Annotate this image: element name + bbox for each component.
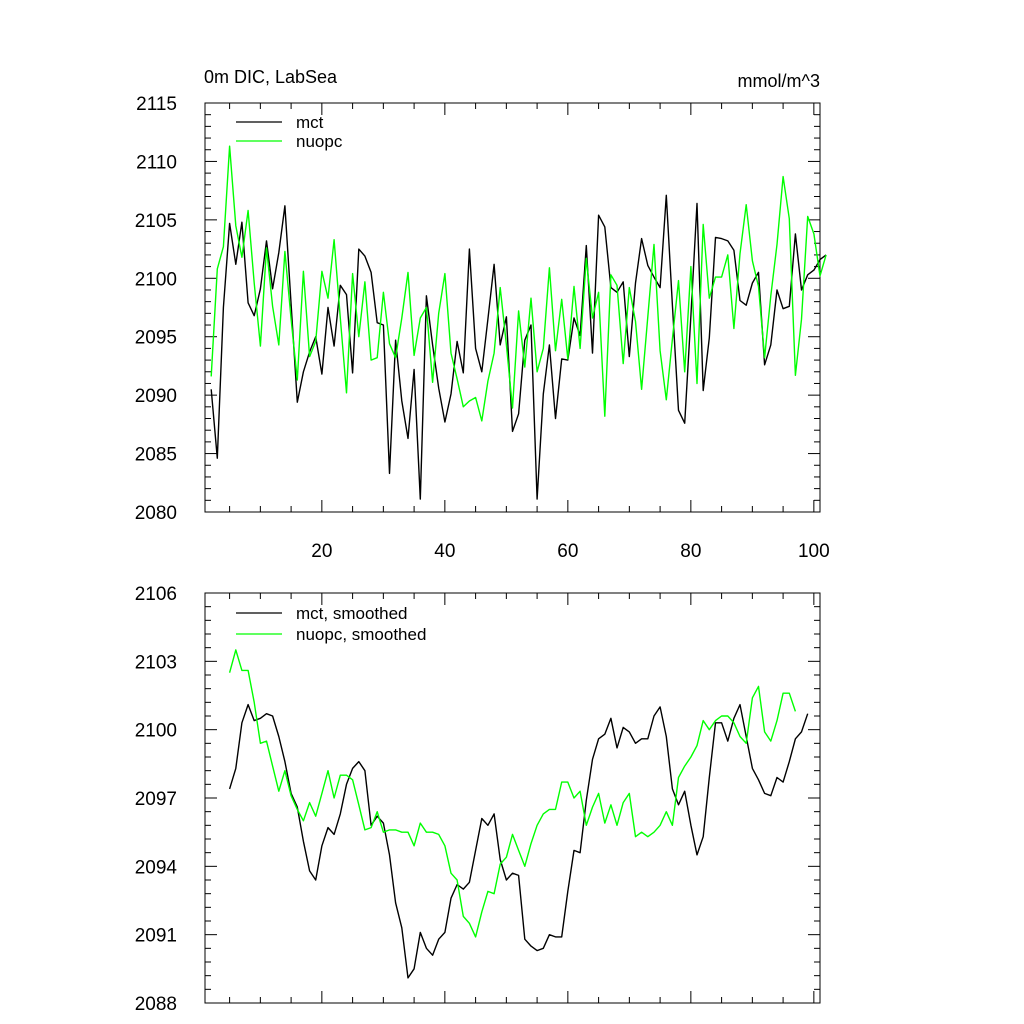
bottom-legend: mct, smoothed nuopc, smoothed bbox=[236, 604, 426, 644]
y-tick-label: 2100 bbox=[135, 269, 177, 290]
x-tick-label: 20 bbox=[311, 541, 332, 562]
y-tick-label: 2085 bbox=[135, 445, 177, 466]
y-tick-label: 2115 bbox=[136, 94, 177, 115]
legend-label-mct: mct bbox=[296, 113, 324, 132]
series-line-mct bbox=[210, 194, 827, 500]
series-line-nuopc-smoothed bbox=[228, 649, 797, 938]
x-tick-label: 80 bbox=[680, 541, 701, 562]
top-chart-title: 0m DIC, LabSea bbox=[204, 67, 338, 87]
top-chart-panel: 0m DIC, LabSea mmol/m^3 2080208520902095… bbox=[135, 67, 830, 562]
y-tick-label: 2100 bbox=[135, 721, 177, 742]
bottom-plot-frame bbox=[204, 592, 821, 1004]
top-series-lines bbox=[210, 145, 827, 500]
series-line-mct-smoothed bbox=[228, 703, 809, 979]
y-tick-label: 2090 bbox=[135, 386, 177, 407]
y-tick-label: 2088 bbox=[135, 994, 177, 1015]
bottom-chart-panel: 2088 2091 2094 2097 2100 2103 2106 mct, smooth… bbox=[135, 584, 821, 1015]
y-tick-label: 2103 bbox=[135, 652, 177, 673]
bottom-axis-ticks: 2088 2091 2094 2097 2100 2103 2106 bbox=[135, 584, 820, 1015]
x-tick-label: 60 bbox=[557, 541, 578, 562]
legend-label-nuopc-smoothed: nuopc, smoothed bbox=[296, 625, 426, 644]
top-chart-units: mmol/m^3 bbox=[738, 71, 820, 91]
top-axis-ticks: 2080 2085 2090 2095 2100 2105 2110 2115 20 40 60 80… bbox=[135, 94, 830, 562]
y-tick-label: 2091 bbox=[135, 926, 177, 947]
x-tick-label: 100 bbox=[798, 541, 830, 562]
y-tick-label: 2097 bbox=[135, 789, 177, 810]
series-line-nuopc bbox=[210, 145, 827, 422]
legend-label-mct-smoothed: mct, smoothed bbox=[296, 604, 408, 623]
bottom-series-lines bbox=[228, 649, 809, 979]
y-tick-label: 2105 bbox=[135, 211, 177, 232]
y-tick-label: 2094 bbox=[135, 857, 178, 878]
y-tick-label: 2106 bbox=[135, 584, 177, 605]
top-plot-frame bbox=[204, 102, 821, 513]
x-tick-label: 40 bbox=[434, 541, 455, 562]
legend-label-nuopc: nuopc bbox=[296, 132, 343, 151]
y-tick-label: 2080 bbox=[135, 503, 177, 524]
y-tick-label: 2095 bbox=[135, 328, 177, 349]
y-tick-label: 2110 bbox=[136, 152, 177, 173]
top-legend: mct nuopc bbox=[236, 113, 343, 151]
